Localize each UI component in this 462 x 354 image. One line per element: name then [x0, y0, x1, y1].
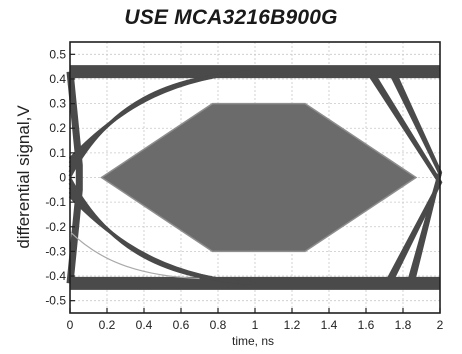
y-tick-label: -0.3 — [45, 244, 66, 258]
y-tick-label: -0.5 — [45, 294, 66, 308]
x-tick-labels: 0 0.2 0.4 0.6 0.8 1 1.2 1.4 1.6 1.8 2 — [67, 318, 444, 332]
x-tick-label: 1 — [252, 318, 259, 332]
x-tick-label: 1.2 — [284, 318, 301, 332]
y-tick-label: 0.3 — [49, 97, 66, 111]
y-tick-label: 0.2 — [49, 121, 66, 135]
x-tick-label: 1.4 — [321, 318, 338, 332]
y-tick-label: -0.2 — [45, 220, 66, 234]
x-tick-label: 0.2 — [99, 318, 116, 332]
eye-mask-hexagon — [100, 102, 418, 253]
stray-trace — [69, 231, 200, 280]
y-tick-label: -0.1 — [45, 195, 66, 209]
x-axis-label: time, ns — [231, 334, 275, 348]
y-tick-label: 0 — [59, 171, 66, 185]
eye-traces — [66, 65, 443, 290]
x-tick-label: 1.8 — [395, 318, 412, 332]
falling-edge-trace — [68, 194, 256, 285]
chart-title: USE MCA3216B900G — [124, 6, 338, 29]
x-tick-label: 0.4 — [136, 318, 153, 332]
x-tick-label: 0.6 — [173, 318, 190, 332]
plot-frame — [69, 41, 441, 314]
y-tick-label: 0.1 — [49, 146, 66, 160]
x-tick-label: 0.8 — [210, 318, 227, 332]
y-tick-label: 0.5 — [49, 47, 66, 61]
y-tick-labels: 0.5 0.4 0.3 0.2 0.1 0 -0.1 -0.2 -0.3 -0.4 -0.5 — [45, 47, 66, 307]
x-tick-label: 2 — [437, 318, 444, 332]
x-tick-label: 0 — [67, 318, 74, 332]
rising-edge-trace — [68, 70, 256, 161]
y-tick-label: -0.4 — [45, 269, 66, 283]
x-tick-label: 1.6 — [358, 318, 375, 332]
eye-mask — [100, 102, 418, 253]
y-tick-label: 0.4 — [49, 72, 66, 86]
